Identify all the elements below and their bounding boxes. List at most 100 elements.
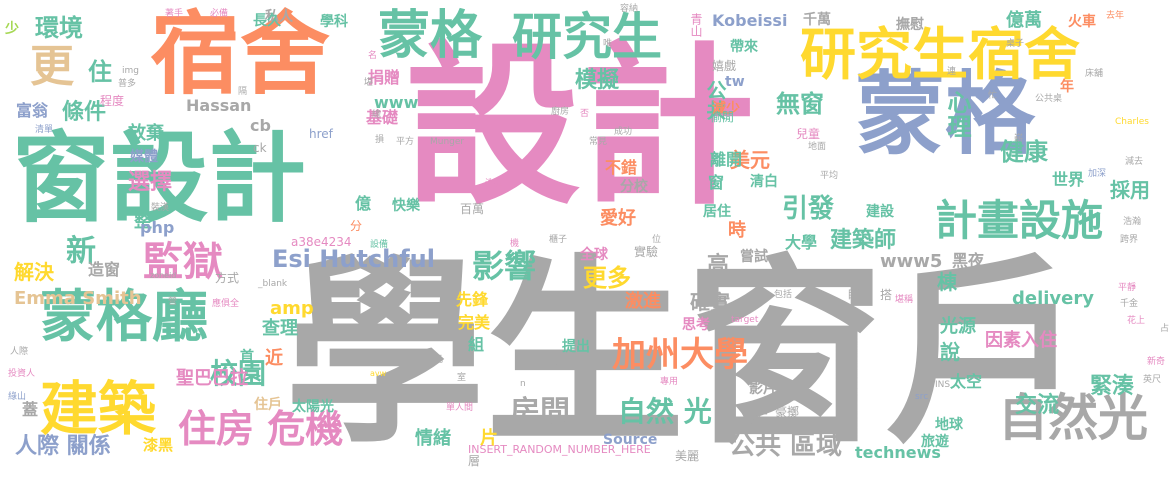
word: 提出	[562, 339, 590, 355]
word: 長久	[253, 13, 281, 29]
word: 兒童	[796, 127, 821, 141]
word: 片	[480, 428, 498, 449]
word: 自然 光	[618, 395, 712, 428]
word: 時	[728, 220, 746, 241]
word: 人際	[10, 347, 29, 357]
word: Charles	[1115, 117, 1149, 127]
word: 連	[947, 67, 957, 77]
word: delivery	[1012, 288, 1094, 309]
word: 引發	[782, 194, 835, 224]
word: 裝漢	[151, 203, 170, 213]
word: 交流	[1015, 393, 1060, 418]
word: 條件	[62, 100, 107, 125]
word-su-she: 宿舍	[150, 2, 330, 107]
word: 占	[1160, 324, 1170, 334]
word: 清白	[750, 174, 778, 190]
word: 隔	[238, 87, 248, 97]
word: 億	[355, 194, 372, 213]
word: 堪稱	[895, 295, 914, 305]
word: target	[731, 315, 759, 325]
word: 機	[510, 239, 520, 249]
word: 層	[468, 454, 481, 468]
word: 著手	[165, 9, 184, 19]
word: 千萬	[803, 12, 831, 28]
word: 無窗	[776, 90, 824, 118]
word-yan-jiu-sheng-su-she: 研究生宿舍	[800, 23, 1080, 88]
word: 太陽光	[292, 399, 334, 415]
word: 心理	[943, 90, 971, 138]
word: 放棄	[128, 123, 164, 144]
word: src	[915, 392, 929, 402]
word: 影響	[472, 247, 537, 285]
word: 漆黑	[143, 436, 174, 454]
word: 百萬	[460, 202, 485, 216]
word: 健康	[1000, 138, 1048, 166]
word: 櫃子	[549, 235, 568, 245]
word: 美元	[730, 148, 770, 172]
word-xue-sheng-chuang-hu: 學生窗戶	[285, 238, 1086, 471]
word: 睹	[848, 288, 861, 302]
word: 唯	[603, 39, 613, 49]
word-zhu-fang-wei-ji: 住房 危機	[178, 407, 344, 451]
word: 建築師	[830, 228, 897, 253]
word: 新奇	[1147, 357, 1166, 367]
word: cb	[250, 116, 271, 135]
word: 豪擲	[775, 405, 800, 419]
word: 確實	[690, 290, 730, 314]
word: Munger	[430, 137, 465, 147]
word-jian-yu: 監獄	[143, 239, 223, 285]
word: 方式	[215, 271, 240, 285]
word: 光源	[940, 316, 976, 337]
word-jian-zhu: 建築	[40, 375, 157, 443]
word: 平靜	[1118, 283, 1137, 293]
word: 浩瀚	[1123, 217, 1142, 227]
word-she-ji: 設計	[405, 26, 755, 229]
word: 加深	[1088, 169, 1107, 179]
word: 採用	[1110, 178, 1150, 202]
word: 全球	[580, 247, 608, 263]
word: 清單	[35, 125, 54, 135]
word: 窗	[708, 173, 725, 192]
word: 總	[372, 110, 382, 120]
word: 平均	[820, 171, 839, 181]
word: 緊湊	[1090, 374, 1135, 399]
word: 平方	[396, 137, 415, 147]
word: 偷閒	[710, 110, 735, 124]
word: amp	[270, 298, 314, 319]
word: 住	[88, 58, 112, 86]
word: href	[309, 127, 333, 141]
word: 單人間	[446, 403, 474, 413]
word: 專用	[660, 377, 679, 387]
word: 情緒	[415, 428, 451, 449]
word-jia-zhou-da-xue: 加州大學	[612, 335, 748, 375]
word: 億萬	[1006, 10, 1042, 31]
word: 營	[168, 297, 178, 307]
word: 堪	[364, 78, 374, 88]
word: 程度	[100, 94, 125, 108]
word: 更	[30, 41, 74, 92]
word: 蓋	[22, 400, 39, 419]
word: a38e4234	[291, 235, 352, 249]
word: 新	[66, 234, 96, 269]
word: www5	[880, 251, 943, 272]
word-esi-hutchful: Esi Hutchful	[272, 245, 435, 273]
word: 花上	[1127, 316, 1146, 326]
word: 元	[434, 355, 444, 365]
word: 離開	[710, 150, 743, 169]
word-meng-ge-large: 蒙格	[855, 62, 1035, 167]
word: Kobeissi	[712, 11, 788, 30]
word: 媒體	[130, 149, 158, 165]
word: 激進	[625, 291, 661, 312]
word: _blank	[258, 279, 288, 289]
word: Hassan	[186, 96, 252, 115]
word: 說	[940, 340, 960, 364]
word: 美麗	[675, 449, 700, 463]
word: 火車	[1068, 14, 1096, 30]
word: 高	[707, 253, 730, 278]
word: 旅行	[744, 412, 769, 426]
word: Emma Smith	[14, 288, 142, 309]
word: 否	[580, 109, 590, 119]
word: 減去	[1125, 157, 1144, 167]
word: 因素入住	[985, 330, 1057, 351]
